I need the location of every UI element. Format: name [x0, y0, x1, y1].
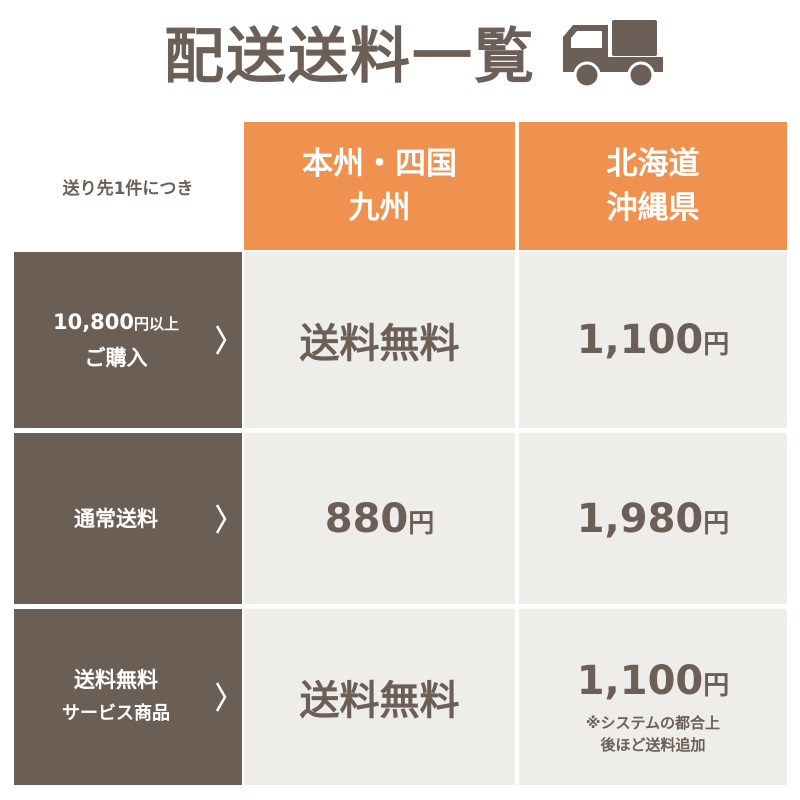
threshold-unit: 円以上 [134, 315, 180, 333]
fee-value: 送料無料 [299, 321, 460, 367]
page-title: 配送送料一覧 [164, 22, 536, 92]
chevron-right-icon [215, 682, 227, 712]
truck-icon [563, 20, 663, 89]
fee-cell: 1,980円 [519, 433, 787, 604]
row-label-regular: 通常送料 [14, 433, 242, 604]
row-label-over-10800: 10,800円以上ご購入 [14, 252, 242, 428]
column-header-honshu: 本州・四国 九州 [244, 122, 515, 250]
row-label-free-shipping-items: 送料無料サービス商品 [14, 609, 242, 785]
yen-unit: 円 [408, 508, 435, 539]
yen-unit: 円 [703, 508, 730, 539]
fee-value: 1,980 [576, 495, 704, 542]
fee-value: 送料無料 [299, 678, 460, 724]
header-line: 沖縄県 [606, 190, 700, 226]
column-header-hokkaido: 北海道 沖縄県 [519, 122, 787, 250]
row-label-line: サービス商品 [62, 703, 170, 724]
chevron-right-icon [215, 503, 227, 534]
fee-value: 1,100 [576, 658, 704, 704]
header-line: 北海道 [606, 146, 700, 182]
yen-unit: 円 [703, 671, 730, 701]
fee-cell: 1,100円 [519, 252, 787, 428]
per-destination-label: 送り先1件につき [62, 178, 194, 199]
note-line: 後ほど送料追加 [600, 736, 706, 754]
fee-cell: 送料無料 [244, 609, 515, 785]
yen-unit: 円 [703, 330, 730, 360]
system-note: ※システムの都合上 後ほど送料追加 [586, 712, 720, 756]
header-line: 本州・四国 [302, 146, 457, 182]
fee-cell: 1,100円 ※システムの都合上 後ほど送料追加 [519, 609, 787, 785]
fee-value: 880 [324, 495, 409, 542]
row-label-line: 送料無料 [74, 668, 158, 692]
threshold-amount: 10,800 [52, 310, 135, 334]
row-label-line: 通常送料 [74, 506, 158, 531]
fee-value: 1,100 [576, 317, 704, 363]
header-line: 九州 [348, 190, 411, 226]
note-line: ※システムの都合上 [585, 714, 721, 732]
fee-cell: 送料無料 [244, 252, 515, 428]
fee-cell: 880円 [244, 433, 515, 604]
chevron-right-icon [215, 325, 227, 355]
row-label-line: ご購入 [84, 346, 148, 370]
